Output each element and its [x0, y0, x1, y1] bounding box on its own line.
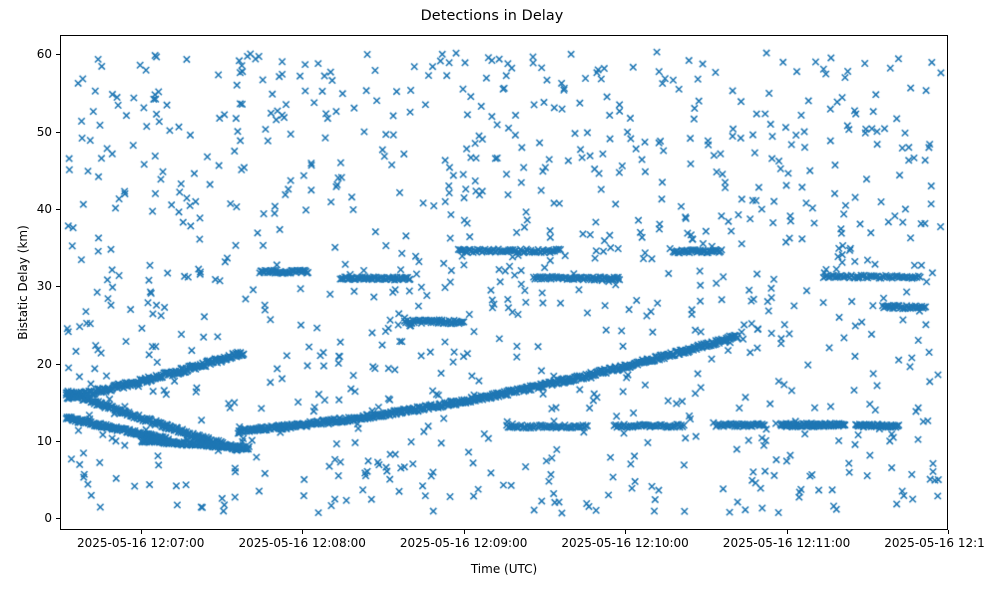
plot-area [60, 35, 948, 530]
page-title: Detections in Delay [420, 8, 564, 24]
x-axis-label: Time (UTC) [470, 562, 538, 576]
x-tick-label: 2025-05-16 12:10:00 [561, 536, 689, 550]
x-tick-mark [786, 530, 788, 534]
x-tick-label: 2025-05-16 12:07:00 [76, 536, 205, 550]
x-tick-mark [140, 530, 142, 534]
x-tick-label: 2025-05-16 12:12:00 [884, 536, 984, 550]
x-tick-mark [302, 530, 304, 534]
x-tick-label: 2025-05-16 12:08:00 [238, 536, 366, 550]
x-tick-mark [625, 530, 627, 534]
x-tick-mark [463, 530, 465, 534]
x-tick-label: 2025-05-16 12:09:00 [399, 536, 528, 550]
scatter-plot-canvas [61, 36, 947, 529]
x-tick-mark [948, 530, 950, 534]
y-axis-label: Bistatic Delay (km) [16, 225, 30, 340]
x-tick-label: 2025-05-16 12:11:00 [722, 536, 851, 550]
